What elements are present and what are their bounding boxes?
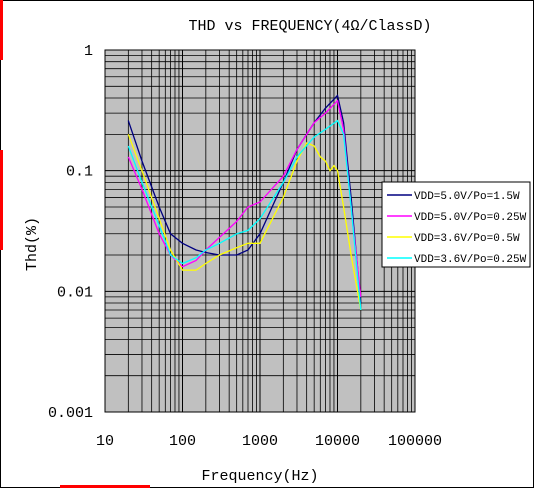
- left-edge-mark-mid: [0, 150, 3, 250]
- y-axis-label: Thd(%): [24, 217, 41, 271]
- legend: VDD=5.0V/Po=1.5W VDD=5.0V/Po=0.25W VDD=3.6…: [381, 181, 531, 268]
- x-tick-label: 100000: [388, 433, 442, 450]
- series-lines: [127, 94, 362, 311]
- y-tick-label: 1: [84, 43, 93, 60]
- y-tick-label: 0.01: [57, 284, 93, 301]
- series-line-3: [127, 134, 362, 311]
- x-axis-label: Frequency(Hz): [201, 468, 318, 485]
- x-tick-label: 10000: [315, 433, 360, 450]
- y-tick-label: 0.1: [66, 164, 93, 181]
- legend-label: VDD=5.0V/Po=1.5W: [414, 191, 520, 203]
- series-line-1: [127, 94, 362, 304]
- x-axis-ticks: 10 100 1000 10000 100000: [96, 433, 442, 450]
- x-tick-label: 100: [169, 433, 196, 450]
- y-axis-ticks: 0.001 0.01 0.1 1: [48, 43, 93, 422]
- chart-title: THD vs FREQUENCY(4Ω/ClassD): [188, 18, 431, 35]
- legend-label: VDD=3.6V/Po=0.5W: [414, 233, 520, 245]
- y-tick-label: 0.001: [48, 405, 93, 422]
- legend-box: [381, 181, 531, 268]
- x-tick-label: 10: [96, 433, 114, 450]
- legend-label: VDD=3.6V/Po=0.25W: [414, 254, 527, 266]
- left-edge-mark-top: [0, 0, 3, 60]
- legend-label: VDD=5.0V/Po=0.25W: [414, 212, 527, 224]
- bottom-edge-mark: [60, 485, 150, 488]
- x-tick-label: 1000: [242, 433, 278, 450]
- series-line-4: [127, 119, 362, 311]
